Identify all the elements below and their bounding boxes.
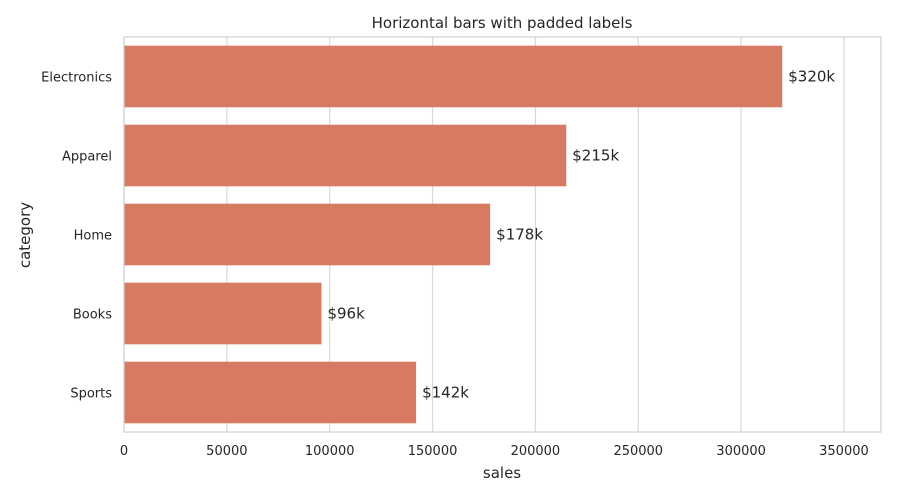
y-tick-label: Sports [70,387,112,402]
x-tick-label: 350000 [819,444,869,459]
x-tick-label: 300000 [716,444,766,459]
x-tick-label: 50000 [206,444,247,459]
bar-books [124,282,322,345]
bar-value-label: $142k [422,384,469,402]
x-tick-label: 150000 [408,444,458,459]
x-tick-label: 100000 [305,444,355,459]
x-axis-label: sales [483,464,521,482]
x-tick-label: 250000 [613,444,663,459]
chart-title: Horizontal bars with padded labels [372,14,633,32]
bar-value-label: $96k [327,305,365,323]
y-tick-label: Electronics [41,71,112,86]
plot-frame [123,36,882,433]
y-tick-label: Apparel [62,150,112,165]
x-tick-label: 200000 [511,444,561,459]
y-tick-labels: Electronics Apparel Home Books Sports [41,71,112,402]
bar-apparel [124,124,567,187]
bar-sports [124,361,417,424]
x-tick-label: 0 [120,444,128,459]
data-labels: $320k $215k $178k $96k $142k [327,68,835,402]
bar-value-label: $178k [496,226,543,244]
y-tick-label: Books [73,308,112,323]
x-tick-labels: 0 50000 100000 150000 200000 250000 300000 3500… [120,444,869,459]
bar-electronics [124,45,783,108]
bar-value-label: $215k [572,147,619,165]
bars [124,45,783,424]
bar-value-label: $320k [788,68,835,86]
bar-home [124,203,491,266]
y-axis-label: category [16,202,34,268]
y-tick-label: Home [74,229,112,244]
